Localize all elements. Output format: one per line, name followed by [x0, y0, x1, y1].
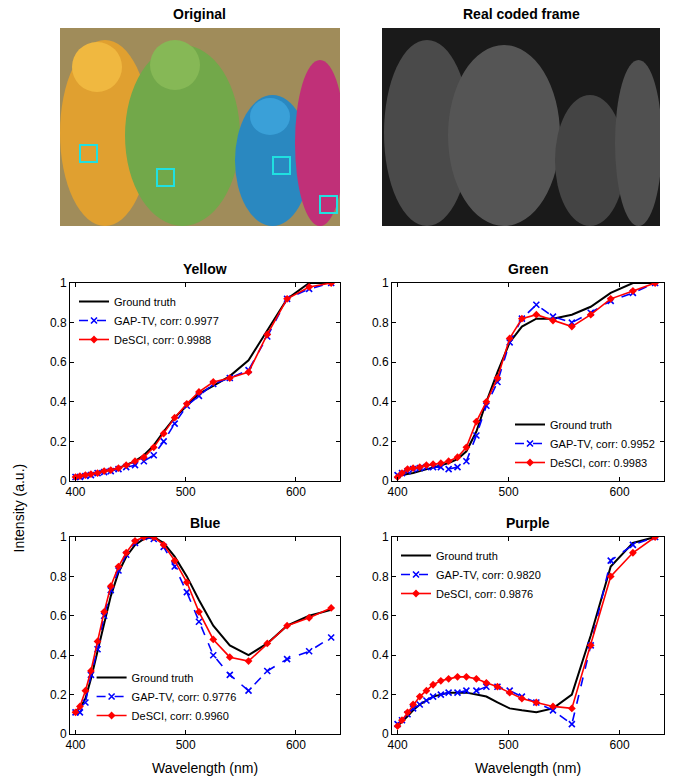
svg-text:Wavelength (nm): Wavelength (nm): [475, 760, 581, 776]
svg-text:500: 500: [499, 738, 519, 752]
svg-text:1: 1: [382, 530, 389, 544]
svg-text:Yellow: Yellow: [183, 261, 227, 277]
svg-text:Ground truth: Ground truth: [132, 672, 194, 684]
svg-text:0.8: 0.8: [50, 316, 67, 330]
svg-text:Ground truth: Ground truth: [114, 296, 176, 308]
svg-text:400: 400: [388, 738, 408, 752]
svg-text:Blue: Blue: [190, 515, 221, 531]
svg-text:Intensity (a.u.): Intensity (a.u.): [11, 464, 27, 553]
svg-text:0.6: 0.6: [372, 609, 389, 623]
svg-text:DeSCI, corr: 0.9988: DeSCI, corr: 0.9988: [114, 334, 211, 346]
svg-text:500: 500: [176, 485, 196, 499]
svg-text:0.4: 0.4: [372, 648, 389, 662]
svg-text:0.6: 0.6: [372, 355, 389, 369]
svg-text:400: 400: [65, 738, 85, 752]
svg-text:DeSCI, corr: 0.9876: DeSCI, corr: 0.9876: [436, 588, 533, 600]
svg-text:0.8: 0.8: [372, 570, 389, 584]
svg-text:0.4: 0.4: [372, 395, 389, 409]
svg-text:GAP-TV, corr: 0.9820: GAP-TV, corr: 0.9820: [436, 569, 541, 581]
svg-text:0: 0: [60, 474, 67, 488]
svg-text:0: 0: [382, 474, 389, 488]
svg-text:0.6: 0.6: [50, 355, 67, 369]
svg-text:GAP-TV, corr: 0.9952: GAP-TV, corr: 0.9952: [550, 438, 655, 450]
svg-text:0: 0: [382, 727, 389, 741]
svg-text:500: 500: [176, 738, 196, 752]
svg-text:Real coded frame: Real coded frame: [463, 6, 580, 22]
svg-text:600: 600: [610, 738, 630, 752]
svg-text:Wavelength (nm): Wavelength (nm): [152, 760, 258, 776]
svg-text:Original: Original: [173, 6, 226, 22]
svg-text:600: 600: [610, 485, 630, 499]
svg-text:0.2: 0.2: [50, 688, 67, 702]
svg-text:0.2: 0.2: [372, 435, 389, 449]
svg-text:0.8: 0.8: [50, 570, 67, 584]
svg-text:1: 1: [382, 276, 389, 290]
svg-text:0: 0: [60, 727, 67, 741]
svg-text:Green: Green: [508, 261, 548, 277]
svg-text:GAP-TV, corr: 0.9977: GAP-TV, corr: 0.9977: [114, 315, 219, 327]
svg-text:0.4: 0.4: [50, 395, 67, 409]
svg-text:600: 600: [286, 738, 306, 752]
svg-text:0.2: 0.2: [50, 435, 67, 449]
svg-text:Ground truth: Ground truth: [436, 550, 498, 562]
svg-text:DeSCI, corr: 0.9960: DeSCI, corr: 0.9960: [132, 710, 229, 722]
svg-text:0.2: 0.2: [372, 688, 389, 702]
svg-text:1: 1: [60, 276, 67, 290]
svg-text:0.8: 0.8: [372, 316, 389, 330]
svg-text:Purple: Purple: [506, 515, 550, 531]
svg-text:GAP-TV, corr: 0.9776: GAP-TV, corr: 0.9776: [132, 691, 237, 703]
svg-text:0.4: 0.4: [50, 648, 67, 662]
svg-text:400: 400: [65, 485, 85, 499]
svg-text:1: 1: [60, 530, 67, 544]
svg-text:Ground truth: Ground truth: [550, 419, 612, 431]
svg-text:600: 600: [286, 485, 306, 499]
svg-text:0.6: 0.6: [50, 609, 67, 623]
svg-text:400: 400: [388, 485, 408, 499]
svg-text:DeSCI, corr: 0.9983: DeSCI, corr: 0.9983: [550, 457, 647, 469]
svg-text:500: 500: [499, 485, 519, 499]
